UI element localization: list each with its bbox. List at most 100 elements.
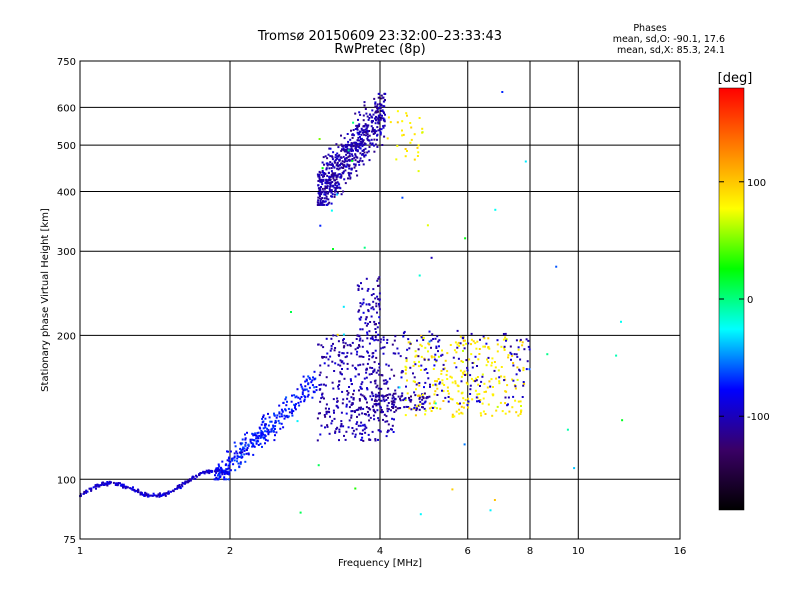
echo-point	[296, 420, 299, 423]
echo-point	[227, 478, 230, 481]
echo-point	[291, 412, 293, 415]
echo-point	[321, 393, 323, 396]
phase-stats-heading: Phases	[633, 23, 666, 34]
echo-point	[414, 350, 417, 353]
echo-point	[321, 392, 324, 395]
echo-point	[323, 197, 326, 200]
echo-point	[443, 367, 446, 370]
echo-point	[357, 310, 360, 313]
echo-point	[363, 377, 366, 380]
echo-point	[454, 382, 457, 385]
echo-point	[207, 470, 210, 473]
echo-point	[435, 347, 438, 349]
echo-point	[361, 303, 364, 306]
echo-point	[376, 311, 378, 314]
echo-point	[317, 196, 320, 199]
y-tick-label: 75	[63, 535, 76, 546]
echo-point	[350, 144, 353, 147]
echo-point	[348, 400, 351, 403]
echo-point	[334, 347, 337, 349]
echo-point	[514, 387, 517, 390]
echo-point	[477, 383, 480, 386]
echo-point	[426, 372, 429, 374]
echo-point	[334, 156, 337, 159]
echo-point	[360, 421, 363, 424]
y-tick-label: 400	[57, 187, 76, 198]
echo-point	[430, 406, 433, 409]
echo-point	[318, 203, 321, 206]
echo-point	[400, 395, 403, 398]
echo-point	[299, 511, 302, 514]
echo-point	[337, 340, 340, 343]
echo-point	[172, 490, 175, 492]
echo-point	[445, 373, 448, 376]
x-tick-label: 6	[465, 546, 471, 557]
echo-point	[372, 405, 374, 408]
echo-point	[231, 458, 234, 461]
echo-point	[147, 493, 149, 496]
echo-point	[323, 193, 326, 196]
echo-point	[373, 418, 376, 421]
echo-point	[340, 423, 343, 425]
echo-point	[474, 389, 477, 392]
echo-point	[294, 404, 297, 407]
echo-point	[342, 425, 345, 428]
echo-point	[374, 328, 377, 330]
echo-point	[134, 490, 137, 493]
echo-point	[325, 403, 328, 406]
echo-point	[377, 122, 380, 125]
echo-point	[354, 128, 357, 130]
echo-point	[322, 171, 324, 174]
echo-point	[404, 372, 407, 375]
echo-point	[264, 426, 267, 429]
echo-point	[176, 484, 179, 487]
echo-point	[319, 201, 322, 204]
echo-point	[318, 388, 321, 391]
echo-point	[394, 392, 397, 395]
echo-point	[326, 424, 329, 427]
echo-point	[152, 492, 155, 495]
echo-point	[430, 355, 433, 358]
echo-point	[403, 398, 406, 401]
echo-point	[387, 429, 389, 432]
echo-point	[297, 401, 300, 404]
echo-point	[318, 176, 321, 179]
echo-point	[325, 168, 328, 171]
echo-point	[400, 371, 403, 374]
echo-point	[462, 349, 464, 352]
echo-point	[374, 382, 377, 385]
echo-point	[337, 406, 340, 409]
echo-point	[379, 338, 382, 341]
echo-point	[483, 382, 486, 385]
echo-point	[331, 172, 334, 175]
echo-point	[435, 359, 438, 362]
echo-point	[98, 484, 101, 487]
echo-point	[245, 452, 248, 455]
echo-point	[407, 341, 410, 344]
echo-point	[378, 284, 381, 287]
echo-point	[362, 125, 365, 128]
echo-point	[337, 164, 339, 167]
echo-point	[471, 366, 474, 369]
echo-point	[202, 470, 205, 473]
echo-point	[346, 151, 349, 154]
echo-point	[372, 408, 375, 411]
echo-point	[523, 348, 526, 351]
echo-point	[361, 328, 364, 331]
echo-point	[371, 430, 374, 433]
echo-point	[441, 379, 444, 382]
echo-point	[374, 393, 377, 396]
echo-point	[516, 355, 519, 358]
echo-point	[261, 417, 264, 420]
echo-point	[358, 309, 361, 312]
echo-point	[319, 195, 321, 198]
echo-point	[360, 355, 363, 358]
echo-point	[316, 439, 319, 442]
echo-point	[487, 356, 490, 359]
echo-point	[245, 449, 248, 451]
echo-point	[229, 450, 232, 453]
x-tick-label: 10	[572, 546, 585, 557]
echo-point	[241, 448, 244, 451]
echo-point	[368, 139, 371, 142]
plot-frame	[79, 60, 681, 540]
